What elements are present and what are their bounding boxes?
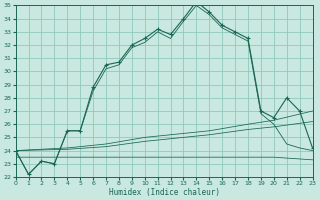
- X-axis label: Humidex (Indice chaleur): Humidex (Indice chaleur): [108, 188, 220, 197]
